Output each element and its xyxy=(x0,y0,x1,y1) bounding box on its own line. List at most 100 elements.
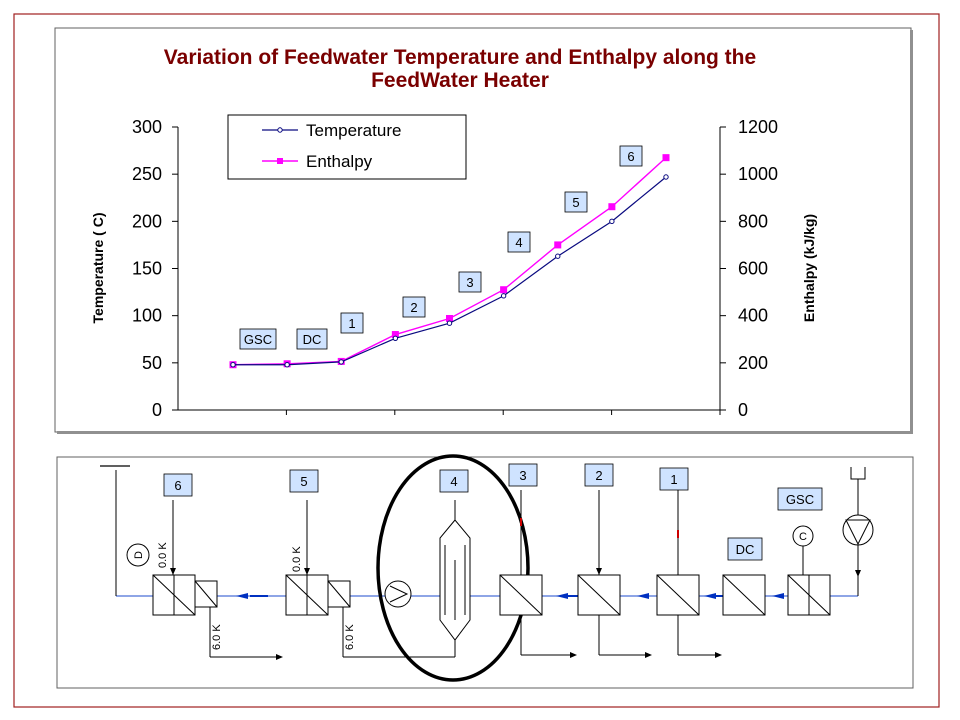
legend-box xyxy=(227,114,467,180)
y2-tick-label: 200 xyxy=(738,353,768,373)
heater-label-4: 4 xyxy=(450,474,457,489)
stage-label: 4 xyxy=(507,231,531,253)
heater-label-6: 6 xyxy=(174,478,181,493)
heater-label-gsc: GSC xyxy=(786,492,814,507)
drain-cooler-dc xyxy=(722,574,766,616)
chart-frame xyxy=(54,27,912,433)
heater-label-5: 5 xyxy=(300,474,307,489)
stage-label: 2 xyxy=(402,296,426,318)
y-tick-label: 100 xyxy=(132,306,162,326)
legend-temperature-label: Temperature xyxy=(306,121,401,140)
enthalpy-point xyxy=(554,241,562,249)
stage-label-text: 1 xyxy=(348,316,355,331)
stage-label: DC xyxy=(296,328,328,350)
temperature-point xyxy=(500,293,507,299)
legend-enthalpy-marker xyxy=(277,158,283,164)
y-tick-label: 300 xyxy=(132,117,162,137)
enthalpy-point xyxy=(500,286,508,294)
condensate-pump xyxy=(842,467,874,596)
stage-label: 3 xyxy=(458,271,482,293)
heater-6: D 0.0 K 6.0 K xyxy=(126,500,283,660)
temperature-point xyxy=(230,362,236,368)
chart-series xyxy=(229,154,670,369)
temperature-point xyxy=(663,174,669,180)
temperature-point xyxy=(609,218,615,225)
temperature-point xyxy=(392,335,399,342)
flow-arrow xyxy=(704,593,716,599)
ttd-6: 0.0 K xyxy=(157,542,169,568)
heater-label-1: 1 xyxy=(670,472,677,487)
flow-arrow xyxy=(772,593,784,599)
stage-label-box xyxy=(239,328,277,350)
chart-title-line-1: Variation of Feedwater Temperature and E… xyxy=(164,46,756,69)
deaerator-symbol-letter: D xyxy=(133,551,145,559)
y-tick-label: 50 xyxy=(142,353,162,373)
enthalpy-point xyxy=(608,203,616,211)
stage-label: GSC xyxy=(239,328,277,350)
y2-tick-label: 400 xyxy=(738,306,768,326)
heater-label-dc: DC xyxy=(736,542,755,557)
temperature-point xyxy=(555,253,561,259)
y2-axis-label: Enthalpy (kJ/kg) xyxy=(801,214,817,322)
stage-label-text: 4 xyxy=(515,235,522,250)
y2-tick-label: 600 xyxy=(738,259,768,279)
stage-label-box xyxy=(507,231,531,253)
heater-train-diagram: D 0.0 K 6.0 K 0.0 K 6.0 K xyxy=(56,454,914,689)
stage-label-text: 5 xyxy=(572,195,579,210)
y-tick-label: 250 xyxy=(132,164,162,184)
y2-tick-label: 0 xyxy=(738,400,748,420)
stage-label-box xyxy=(619,145,643,167)
y2-tick-label: 1200 xyxy=(738,117,778,137)
stage-label-box xyxy=(340,312,364,334)
slide-frame xyxy=(13,13,940,708)
legend-enthalpy-label: Enthalpy xyxy=(306,152,373,171)
stage-label-box xyxy=(564,191,588,213)
dca-6: 6.0 K xyxy=(211,624,223,650)
y-tick-label: 200 xyxy=(132,211,162,231)
legend-temperature-marker xyxy=(277,127,283,133)
dca-5: 6.0 K xyxy=(344,624,356,650)
stage-label-text: GSC xyxy=(244,332,272,347)
heater-label-3: 3 xyxy=(519,468,526,483)
heater-2 xyxy=(577,490,652,658)
chart-panel: Variation of Feedwater Temperature and E… xyxy=(54,27,913,434)
flow-arrow xyxy=(556,593,568,599)
highlight-circle xyxy=(376,454,530,682)
stage-label: 6 xyxy=(619,145,643,167)
heater-3 xyxy=(499,490,577,658)
temperature-point xyxy=(284,362,290,368)
deaerator-symbol xyxy=(126,543,150,567)
stage-label-box xyxy=(296,328,328,350)
temperature-point xyxy=(446,320,453,326)
stage-label-text: 3 xyxy=(466,275,473,290)
chart-title-line-2: FeedWater Heater xyxy=(371,69,549,92)
stage-label-box xyxy=(458,271,482,293)
stage-label-text: 6 xyxy=(627,149,634,164)
enthalpy-point xyxy=(446,314,453,322)
stage-label: 5 xyxy=(564,191,588,213)
enthalpy-point xyxy=(662,154,670,162)
y2-tick-label: 800 xyxy=(738,211,768,231)
stage-label-text: 2 xyxy=(410,300,417,315)
deaerator-4 xyxy=(439,500,471,641)
condenser-symbol-letter: C xyxy=(799,531,807,543)
y-axis-label: Temperature ( C) xyxy=(90,213,106,324)
stage-labels: GSC DC 1 2 3 4 5 6 xyxy=(239,145,643,350)
heater-5: 0.0 K 6.0 K xyxy=(285,500,456,658)
stage-label-box xyxy=(402,296,426,318)
feed-pump xyxy=(384,580,412,608)
flow-arrow xyxy=(637,593,649,599)
y-tick-label: 0 xyxy=(152,400,162,420)
legend: Temperature Enthalpy xyxy=(227,114,467,180)
enthalpy-point xyxy=(391,331,399,339)
ttd-5: 0.0 K xyxy=(291,546,303,572)
chart-axes: 0 0 50 200 100 400 150 600 200 800 250 1000 300 1200 xyxy=(132,117,778,420)
flow-arrow xyxy=(236,593,248,599)
temperature-point xyxy=(338,359,344,365)
y-tick-label: 150 xyxy=(132,259,162,279)
heater-1 xyxy=(656,490,722,658)
gland-steam-condenser: C xyxy=(787,525,831,616)
condenser-symbol xyxy=(792,525,814,547)
y2-tick-label: 1000 xyxy=(738,164,778,184)
